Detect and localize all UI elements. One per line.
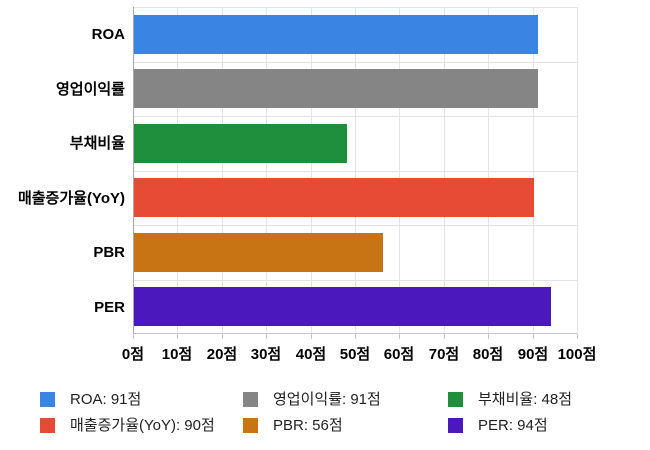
gridline-vertical — [444, 7, 445, 334]
tick-mark — [577, 334, 578, 339]
tick-mark — [533, 334, 534, 339]
x-axis-line — [133, 333, 577, 334]
gridline-vertical — [399, 7, 400, 334]
gridline-vertical — [177, 7, 178, 334]
x-tick-label: 30점 — [250, 346, 282, 363]
legend-label: PBR: 56점 — [273, 417, 343, 434]
legend-label: PER: 94점 — [478, 417, 548, 434]
tick-mark — [266, 334, 267, 339]
gridline-vertical — [355, 7, 356, 334]
category-label: PER — [94, 299, 125, 316]
legend-label: 영업이익률: 91점 — [273, 391, 381, 408]
tick-mark — [399, 334, 400, 339]
legend-label: ROA: 91점 — [70, 391, 142, 408]
tick-mark — [133, 334, 134, 339]
x-tick-label: 60점 — [383, 346, 415, 363]
gridline-vertical — [311, 7, 312, 334]
category-label: 매출증가율(YoY) — [17, 190, 125, 207]
legend-swatch — [448, 418, 463, 433]
legend-swatch — [243, 392, 258, 407]
legend-label: 매출증가율(YoY): 90점 — [70, 417, 215, 434]
x-tick-label: 0점 — [121, 346, 145, 363]
x-tick-label: 20점 — [206, 346, 238, 363]
category-label: 영업이익률 — [55, 81, 125, 98]
legend-swatch — [448, 392, 463, 407]
x-tick-label: 10점 — [161, 346, 193, 363]
bar — [134, 233, 383, 272]
bar — [134, 287, 551, 326]
tick-mark — [488, 334, 489, 339]
legend-swatch — [243, 418, 258, 433]
gridline-vertical — [488, 7, 489, 334]
x-tick-label: 100점 — [557, 346, 597, 363]
tick-mark — [355, 334, 356, 339]
x-tick-label: 80점 — [472, 346, 504, 363]
bar — [134, 178, 534, 217]
tick-mark — [177, 334, 178, 339]
tick-mark — [222, 334, 223, 339]
tick-mark — [311, 334, 312, 339]
gridline-vertical — [577, 7, 578, 334]
bar — [134, 15, 538, 54]
gridline-vertical — [222, 7, 223, 334]
bar — [134, 69, 538, 108]
category-label: ROA — [91, 26, 125, 43]
tick-mark — [444, 334, 445, 339]
legend-swatch — [40, 418, 55, 433]
bar — [134, 124, 347, 163]
x-tick-label: 90점 — [517, 346, 549, 363]
gridline-vertical — [266, 7, 267, 334]
legend-swatch — [40, 392, 55, 407]
gridline-vertical — [533, 7, 534, 334]
x-tick-label: 50점 — [339, 346, 371, 363]
x-tick-label: 40점 — [295, 346, 327, 363]
category-label: PBR — [93, 244, 125, 261]
category-label: 부채비율 — [69, 135, 125, 152]
x-tick-label: 70점 — [428, 346, 460, 363]
plot-area — [133, 7, 578, 334]
legend-label: 부채비율: 48점 — [478, 391, 573, 408]
y-axis-line — [133, 7, 134, 334]
